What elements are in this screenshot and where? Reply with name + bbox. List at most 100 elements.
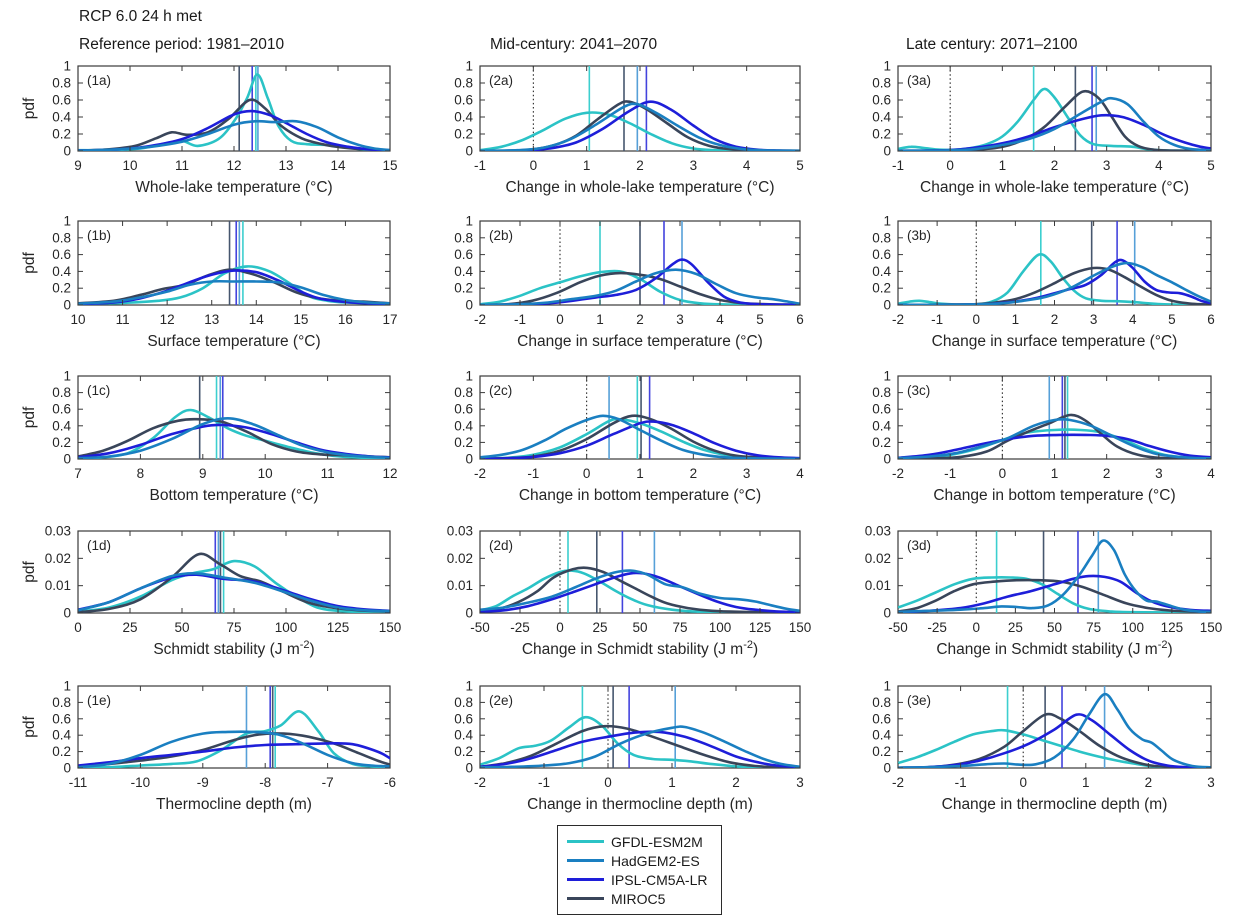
y-tick-label: 1 <box>63 679 71 694</box>
panel-3a: -1 0 1 2 3 4 500.20.40.60.81(3a)Change in whol… <box>872 59 1215 197</box>
x-tick-label: -2 <box>892 466 904 481</box>
x-tick-label: 14 <box>249 312 265 327</box>
y-tick-label: 0 <box>465 452 473 467</box>
legend: GFDL-ESM2M HadGEM2-ES IPSL-CM5A-LR MIROC… <box>557 825 723 915</box>
panel-2a: -1 0 1 2 3 4 500.20.40.60.81(2a)Change in whol… <box>454 59 804 197</box>
panel-tag: (2c) <box>489 383 512 398</box>
x-tick-label: 4 <box>1207 466 1215 481</box>
x-tick-label: -1 <box>474 158 486 173</box>
x-tick-label: 125 <box>1161 620 1184 635</box>
x-tick-label: 0 <box>530 158 538 173</box>
curves-group <box>480 715 800 768</box>
panel-tag: (3d) <box>907 538 931 553</box>
x-tick-label: 6 <box>796 312 804 327</box>
x-tick-label: 5 <box>1207 158 1215 173</box>
y-tick-label: 0.6 <box>872 402 891 417</box>
y-tick-label: 0.2 <box>52 435 71 450</box>
x-tick-label: 12 <box>226 158 241 173</box>
x-tick-label: 3 <box>690 158 698 173</box>
pdf-curve-HadGEM <box>480 102 800 151</box>
y-tick-label: 0.4 <box>454 264 473 279</box>
y-tick-label: 0.4 <box>52 728 71 743</box>
y-tick-label: 0.4 <box>872 418 891 433</box>
pdf-curve-IPSL <box>898 433 1211 459</box>
pdf-curve-MIROC <box>480 566 800 613</box>
x-tick-label: 100 <box>1121 620 1144 635</box>
y-tick-label: 0 <box>465 144 473 159</box>
x-tick-label: 5 <box>1168 312 1176 327</box>
legend-label-ipsl: IPSL-CM5A-LR <box>611 871 708 888</box>
curves-group <box>78 552 390 613</box>
pdf-curve-HadGEM <box>480 569 800 613</box>
x-tick-label: 75 <box>1086 620 1101 635</box>
y-axis-label: pdf <box>21 252 38 274</box>
x-tick-label: -1 <box>538 775 550 790</box>
x-tick-label: -6 <box>384 775 396 790</box>
pdf-curve-HadGEM <box>78 279 390 305</box>
x-tick-label: -50 <box>888 620 908 635</box>
x-tick-label: 4 <box>1155 158 1163 173</box>
panel-2e: -2 -1 0 1 2 300.20.40.60.81(2e)Change in ther… <box>454 679 804 814</box>
x-tick-label: -1 <box>931 312 943 327</box>
y-tick-label: 0.2 <box>454 435 473 450</box>
y-tick-label: 0.03 <box>865 524 891 539</box>
y-tick-label: 0 <box>883 452 891 467</box>
y-tick-label: 0.6 <box>454 402 473 417</box>
x-tick-label: 9 <box>199 466 207 481</box>
x-tick-label: 2 <box>1145 775 1153 790</box>
x-tick-label: -25 <box>510 620 530 635</box>
panel-3d: -50 -25 0 25 50 75 100 125 150 0 0.01 0.02 0.03 (3d) C… <box>865 524 1223 659</box>
x-tick-label: -9 <box>197 775 209 790</box>
y-tick-label: 0.4 <box>454 728 473 743</box>
panel-3e: -2 -1 0 1 2 300.20.40.60.81(3e)Change in ther… <box>872 679 1215 814</box>
y-tick-label: 0.2 <box>872 127 891 142</box>
x-tick-label: 7 <box>74 466 82 481</box>
x-tick-label: 0 <box>583 466 591 481</box>
pdf-curve-HadGEM <box>898 96 1211 151</box>
x-tick-label: 3 <box>676 312 684 327</box>
pdf-curve-IPSL <box>898 113 1211 151</box>
plot-box <box>479 685 801 769</box>
pdf-curve-GFDL <box>480 111 800 151</box>
y-axis-label: pdf <box>21 97 38 119</box>
x-tick-label: 75 <box>226 620 241 635</box>
y-tick-label: 0 <box>465 298 473 313</box>
x-tick-label: 1 <box>1051 466 1059 481</box>
pdf-curve-MIROC <box>78 268 390 305</box>
pdf-curve-HadGEM <box>78 119 390 151</box>
y-tick-label: 0.6 <box>52 711 71 726</box>
y-tick-label: 1 <box>465 214 473 229</box>
y-tick-label: 0.6 <box>454 247 473 262</box>
y-tick-label: 0.8 <box>872 230 891 245</box>
x-axis-label: Whole-lake temperature (°C) <box>135 179 332 196</box>
x-tick-label: 50 <box>1047 620 1062 635</box>
plot-box <box>77 375 391 460</box>
legend-line-gfdl <box>567 840 604 843</box>
x-tick-label: 15 <box>293 312 308 327</box>
y-tick-label: 0.4 <box>454 110 473 125</box>
y-tick-label: 1 <box>465 59 473 74</box>
x-axis-label: Change in bottom temperature (°C) <box>519 487 761 504</box>
x-tick-label: 17 <box>382 312 397 327</box>
pdf-curve-MIROC <box>78 98 390 151</box>
panel-tag: (1e) <box>87 693 111 708</box>
y-tick-label: 0.03 <box>45 524 71 539</box>
plot-box <box>897 65 1212 152</box>
x-tick-label: 16 <box>338 312 353 327</box>
x-tick-label: -1 <box>892 158 904 173</box>
y-tick-label: 0.2 <box>454 281 473 296</box>
y-tick-label: 0.6 <box>872 93 891 108</box>
x-tick-label: 5 <box>756 312 764 327</box>
curves-group <box>78 73 390 151</box>
legend-line-miroc <box>567 897 604 900</box>
y-tick-label: 0 <box>883 606 891 621</box>
x-tick-label: 1 <box>668 775 676 790</box>
y-tick-label: 0.6 <box>52 247 71 262</box>
panel-tag: (2e) <box>489 693 513 708</box>
column-title-reference: Reference period: 1981–2010 <box>79 36 285 53</box>
legend-label-miroc: MIROC5 <box>611 890 666 907</box>
panel-3b: -2 -1 0 1 2 3 4 5 600.20.40.60.81(3b)Change in s… <box>872 214 1215 351</box>
x-tick-label: 0 <box>556 620 564 635</box>
x-tick-label: -50 <box>470 620 490 635</box>
x-tick-label: 2 <box>636 312 644 327</box>
